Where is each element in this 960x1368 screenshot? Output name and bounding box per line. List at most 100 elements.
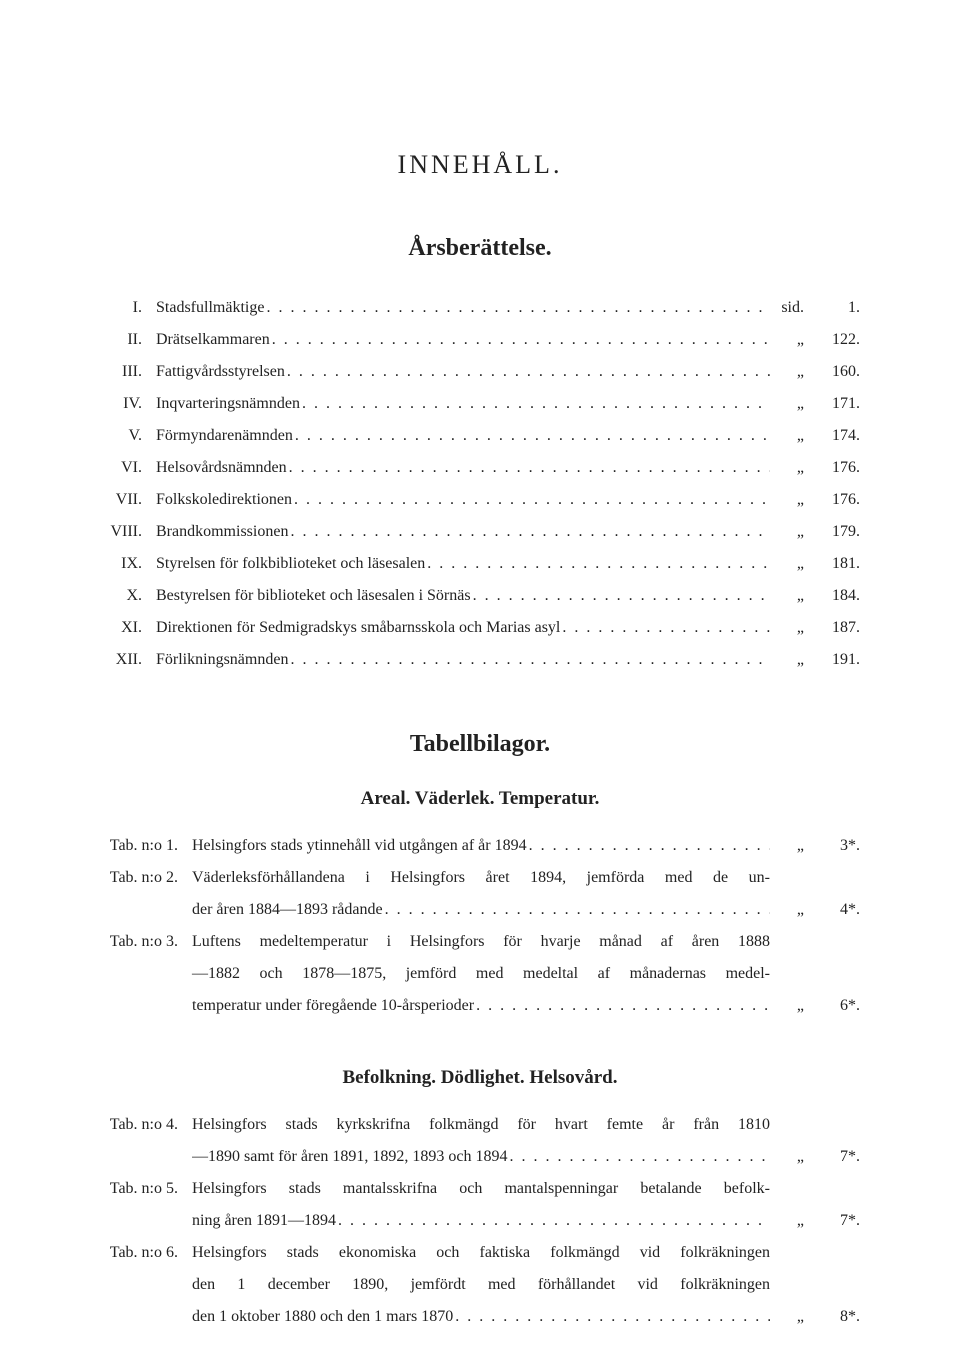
toc-roman: XI. — [100, 612, 156, 644]
toc-page: 191. — [810, 644, 860, 676]
toc-text: ning åren 1891—1894 — [192, 1212, 338, 1229]
toc-text: —1890 samt för åren 1891, 1892, 1893 och… — [192, 1148, 510, 1165]
toc-text: Helsingfors stads kyrkskrifna folkmängd … — [192, 1109, 770, 1141]
toc-label-wrap: Förlikningsnämnden — [156, 644, 770, 676]
toc-roman: IV. — [100, 388, 156, 420]
toc-unit: „ — [770, 894, 810, 926]
toc-multi-row: Tab. n:o 4.Helsingfors stads kyrkskrifna… — [100, 1109, 860, 1173]
toc-text: Luftens medeltemperatur i Helsingfors fö… — [192, 926, 770, 958]
toc-tab-num: Tab. n:o 4. — [100, 1109, 192, 1173]
toc-row: VIII.Brandkommissionen„179. — [100, 516, 860, 548]
toc-unit: „ — [770, 356, 810, 388]
toc-tab-num: Tab. n:o 6. — [100, 1237, 192, 1333]
toc-roman: VII. — [100, 484, 156, 516]
toc-row: X.Bestyrelsen för biblioteket och läsesa… — [100, 580, 860, 612]
toc-dots: der åren 1884—1893 rådande — [192, 894, 770, 926]
toc-page: 160. — [810, 356, 860, 388]
toc-dots: temperatur under föregående 10-årsperiod… — [192, 990, 770, 1022]
toc-tab-num: Tab. n:o 1. — [100, 830, 192, 862]
toc-row: V.Förmyndarenämnden„174. — [100, 420, 860, 452]
toc-dots: Helsingfors stads ytinnehåll vid utgånge… — [192, 830, 770, 862]
toc-multi-line: Helsingfors stads kyrkskrifna folkmängd … — [192, 1109, 860, 1141]
toc-multi-row: Tab. n:o 3.Luftens medeltemperatur i Hel… — [100, 926, 860, 1022]
toc-text: temperatur under föregående 10-årsperiod… — [192, 997, 476, 1014]
toc-unit: „ — [770, 1205, 810, 1237]
toc-multi-line: Luftens medeltemperatur i Helsingfors fö… — [192, 926, 860, 958]
toc-page: 4*. — [810, 894, 860, 926]
toc-multi-line: Väderleksförhållandena i Helsingfors åre… — [192, 862, 860, 894]
toc-multi-line: Helsingfors stads ekonomiska och faktisk… — [192, 1237, 860, 1269]
toc-multi-line: —1890 samt för åren 1891, 1892, 1893 och… — [192, 1141, 860, 1173]
toc-label-wrap: Direktionen för Sedmigradskys småbarnssk… — [156, 612, 770, 644]
toc-page: 7*. — [810, 1205, 860, 1237]
toc-text: Helsingfors stads mantalsskrifna och man… — [192, 1173, 770, 1205]
toc-page: 171. — [810, 388, 860, 420]
toc-label-wrap: Brandkommissionen — [156, 516, 770, 548]
toc-unit: „ — [770, 420, 810, 452]
toc-row: VII.Folkskoledirektionen „176. — [100, 484, 860, 516]
section-heading-tabellbilagor: Tabellbilagor. — [100, 731, 860, 758]
toc-multi-body: Helsingfors stads ytinnehåll vid utgånge… — [192, 830, 860, 862]
toc-dots: —1890 samt för åren 1891, 1892, 1893 och… — [192, 1141, 770, 1173]
toc-multi-line: der åren 1884—1893 rådande „4*. — [192, 894, 860, 926]
toc-label-wrap: Styrelsen för folkbiblioteket och läsesa… — [156, 548, 770, 580]
toc-row: III.Fattigvårdsstyrelsen„160. — [100, 356, 860, 388]
toc-roman: III. — [100, 356, 156, 388]
toc-label-wrap: Stadsfullmäktige — [156, 292, 770, 324]
toc-unit: „ — [770, 484, 810, 516]
toc-multi-body: Helsingfors stads ekonomiska och faktisk… — [192, 1237, 860, 1333]
toc-multi-row: Tab. n:o 6.Helsingfors stads ekonomiska … — [100, 1237, 860, 1333]
toc-unit: „ — [770, 644, 810, 676]
toc-multi-body: Helsingfors stads mantalsskrifna och man… — [192, 1173, 860, 1237]
toc-multi-body: Luftens medeltemperatur i Helsingfors fö… — [192, 926, 860, 1022]
toc-label: Folkskoledirektionen — [156, 491, 294, 508]
sub-heading-areal: Areal. Väderlek. Temperatur. — [100, 788, 860, 810]
toc-multi-body: Väderleksförhållandena i Helsingfors åre… — [192, 862, 860, 926]
toc-roman: XII. — [100, 644, 156, 676]
toc-page: 176. — [810, 452, 860, 484]
toc-page: 122. — [810, 324, 860, 356]
toc-page: 8*. — [810, 1301, 860, 1333]
toc-unit: „ — [770, 388, 810, 420]
toc-unit: „ — [770, 1141, 810, 1173]
toc-label: Brandkommissionen — [156, 523, 290, 540]
toc-page: 3*. — [810, 830, 860, 862]
toc-roman: I. — [100, 292, 156, 324]
toc-label: Förlikningsnämnden — [156, 651, 290, 668]
toc-page: 176. — [810, 484, 860, 516]
toc-befolkning: Tab. n:o 4.Helsingfors stads kyrkskrifna… — [100, 1109, 860, 1333]
toc-multi-row: Tab. n:o 1.Helsingfors stads ytinnehåll … — [100, 830, 860, 862]
toc-row: IX.Styrelsen för folkbiblioteket och läs… — [100, 548, 860, 580]
toc-text: Helsingfors stads ytinnehåll vid utgånge… — [192, 837, 529, 854]
toc-page: 179. — [810, 516, 860, 548]
page-title: INNEHÅLL. — [100, 150, 860, 180]
toc-multi-line: —1882 och 1878—1875, jemförd med medelta… — [192, 958, 860, 990]
toc-row: II.Drätselkammaren„122. — [100, 324, 860, 356]
toc-row: IV.Inqvarteringsnämnden„171. — [100, 388, 860, 420]
toc-row: XI.Direktionen för Sedmigradskys småbarn… — [100, 612, 860, 644]
toc-label-wrap: Helsovårdsnämnden — [156, 452, 770, 484]
toc-multi-line: den 1 december 1890, jemfördt med förhål… — [192, 1269, 860, 1301]
toc-tab-num: Tab. n:o 3. — [100, 926, 192, 1022]
toc-dots: den 1 oktober 1880 och den 1 mars 1870 — [192, 1301, 770, 1333]
toc-label: Bestyrelsen för biblioteket och läsesale… — [156, 587, 473, 604]
toc-label: Helsovårdsnämnden — [156, 459, 289, 476]
toc-unit: „ — [770, 830, 810, 862]
toc-unit: „ — [770, 580, 810, 612]
toc-unit: „ — [770, 1301, 810, 1333]
toc-unit: „ — [770, 324, 810, 356]
toc-multi-row: Tab. n:o 5.Helsingfors stads mantalsskri… — [100, 1173, 860, 1237]
toc-roman: II. — [100, 324, 156, 356]
toc-unit: „ — [770, 612, 810, 644]
toc-text: Väderleksförhållandena i Helsingfors åre… — [192, 862, 770, 894]
toc-label: Stadsfullmäktige — [156, 299, 266, 316]
toc-multi-line: den 1 oktober 1880 och den 1 mars 1870„8… — [192, 1301, 860, 1333]
toc-text: den 1 december 1890, jemfördt med förhål… — [192, 1269, 770, 1301]
toc-text: der åren 1884—1893 rådande — [192, 901, 385, 918]
toc-arsberattelse: I.Stadsfullmäktigesid.1.II.Drätselkammar… — [100, 292, 860, 676]
toc-multi-line: Helsingfors stads mantalsskrifna och man… — [192, 1173, 860, 1205]
toc-row: VI.Helsovårdsnämnden„176. — [100, 452, 860, 484]
toc-tab-num: Tab. n:o 2. — [100, 862, 192, 926]
toc-unit: „ — [770, 990, 810, 1022]
toc-label: Direktionen för Sedmigradskys småbarnssk… — [156, 619, 562, 636]
